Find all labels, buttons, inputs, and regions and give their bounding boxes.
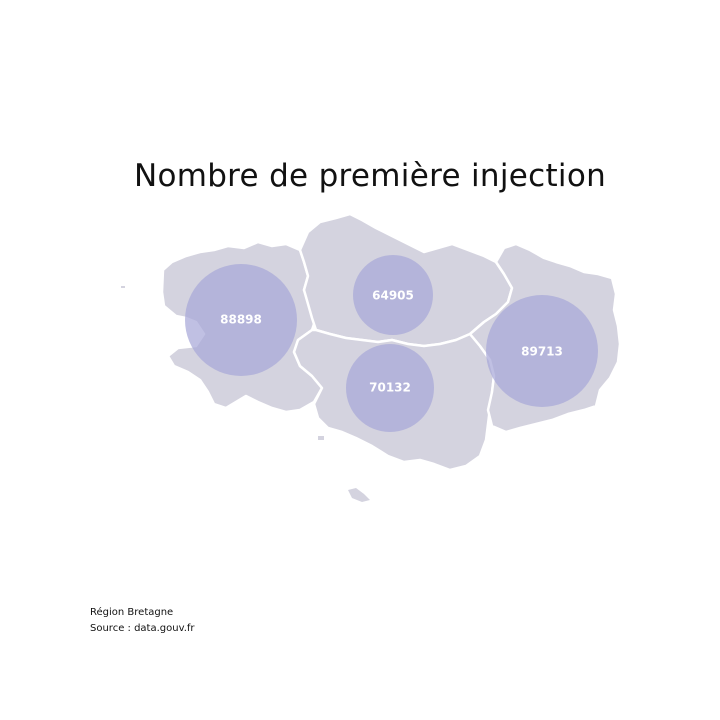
island-belle-ile [348, 488, 370, 502]
island-groix [318, 436, 324, 440]
bubble-finistere[interactable] [185, 264, 297, 376]
bubble-label-cotes-darmor: 64905 [372, 289, 414, 303]
bubble-label-ille-et-vilaine: 89713 [521, 345, 563, 359]
island-ouessant [121, 286, 125, 288]
bubble-morbihan[interactable] [346, 344, 434, 432]
bubbles-group: 88898 64905 70132 89713 [185, 255, 598, 432]
map-title: Nombre de première injection [133, 158, 607, 194]
bubble-label-morbihan: 70132 [369, 381, 411, 395]
caption-region: Région Bretagne [90, 607, 174, 618]
bubble-label-finistere: 88898 [220, 313, 262, 327]
caption-source: Source : data.gouv.fr [90, 623, 195, 634]
bubble-cotes-darmor[interactable] [353, 255, 433, 335]
bubble-ille-et-vilaine[interactable] [486, 295, 598, 407]
